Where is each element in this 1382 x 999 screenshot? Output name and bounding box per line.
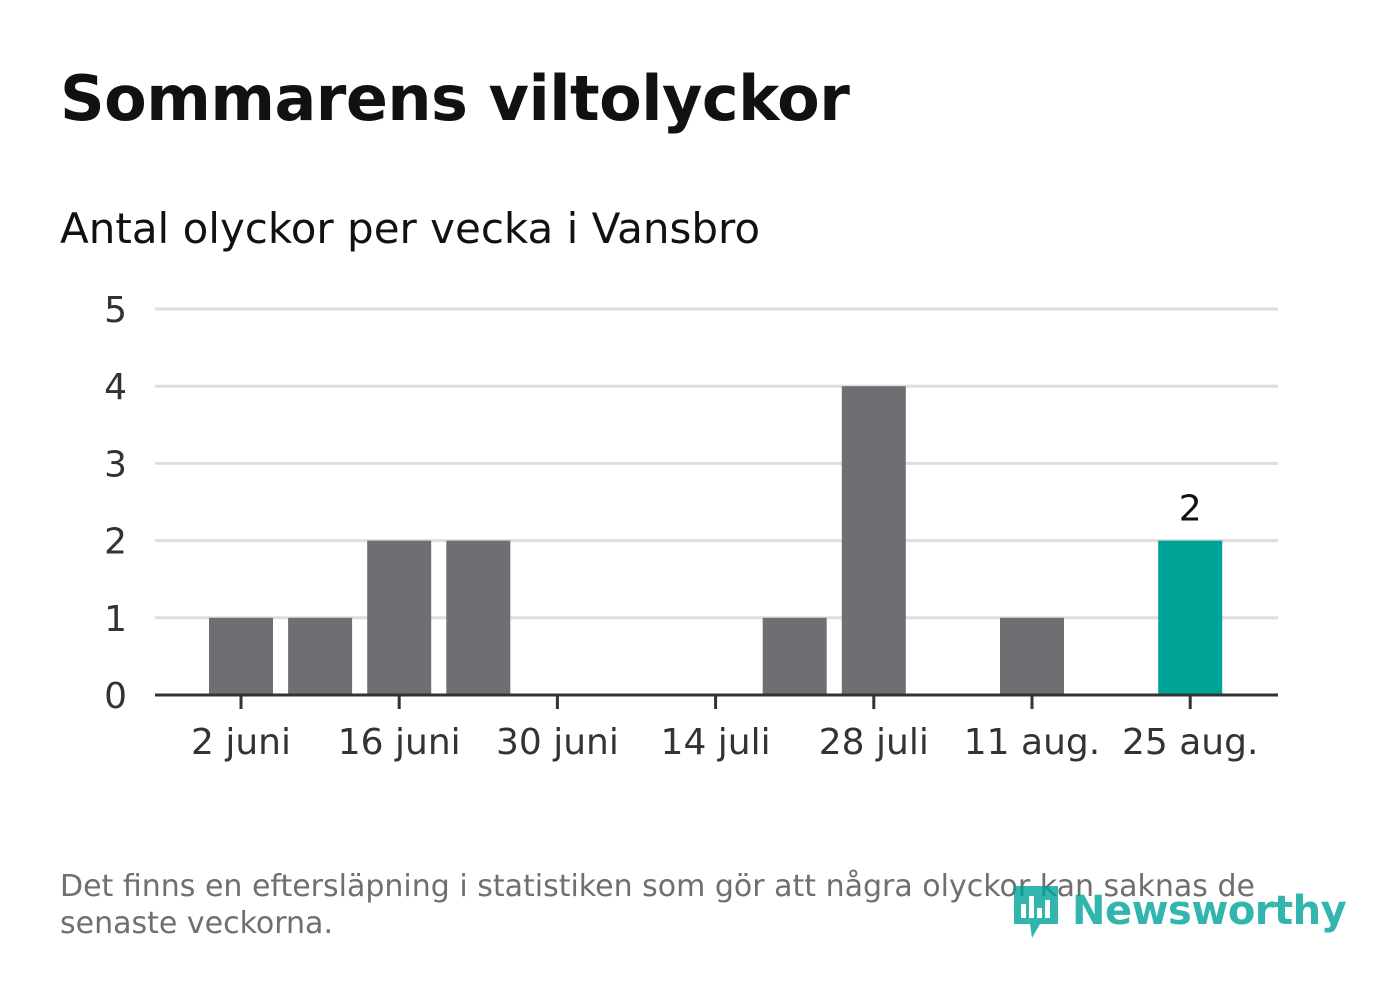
- y-tick-label: 2: [104, 522, 127, 563]
- y-tick-label: 1: [104, 599, 127, 640]
- y-tick-label: 3: [104, 444, 127, 485]
- x-tick-label: 30 juni: [496, 722, 619, 763]
- y-tick-label: 0: [104, 676, 127, 717]
- bar: [367, 540, 432, 695]
- x-tick-label: 14 juli: [661, 722, 771, 763]
- chart-title: Sommarens viltolyckor: [60, 62, 850, 135]
- bar: [446, 540, 511, 695]
- data-labels: 2: [1179, 489, 1202, 530]
- bar: [1158, 540, 1223, 695]
- y-tick-label: 4: [104, 367, 127, 408]
- x-axis: [155, 693, 1278, 709]
- x-axis-labels: 2 juni 16 juni 30 juni 14 juli 28 juli 11 aug…: [191, 722, 1258, 763]
- x-tick-label: 25 aug.: [1122, 722, 1258, 763]
- bar: [1000, 617, 1064, 695]
- newsworthy-logo-icon: [1014, 886, 1058, 938]
- y-axis-labels: 0 1 2 3 4 5: [104, 290, 127, 717]
- bar: [841, 386, 906, 695]
- bar: [762, 617, 827, 695]
- bar: [209, 617, 273, 695]
- bar: [288, 617, 353, 695]
- y-tick-label: 5: [104, 290, 127, 331]
- x-tick-label: 28 juli: [819, 722, 929, 763]
- gridlines: [155, 307, 1278, 620]
- x-tick-label: 2 juni: [191, 722, 291, 763]
- data-label: 2: [1179, 489, 1202, 530]
- newsworthy-logo: Newsworthy: [1010, 880, 1347, 942]
- x-tick-label: 16 juni: [338, 722, 461, 763]
- chart-subtitle: Antal olyckor per vecka i Vansbro: [60, 204, 761, 253]
- newsworthy-logo-text: Newsworthy: [1072, 888, 1347, 934]
- bar-chart: 0 1 2 3 4 5 2 juni 16 juni 30 juni 14 juli 28 jul…: [104, 290, 1278, 763]
- x-tick-label: 11 aug.: [964, 722, 1100, 763]
- bars: [209, 386, 1223, 695]
